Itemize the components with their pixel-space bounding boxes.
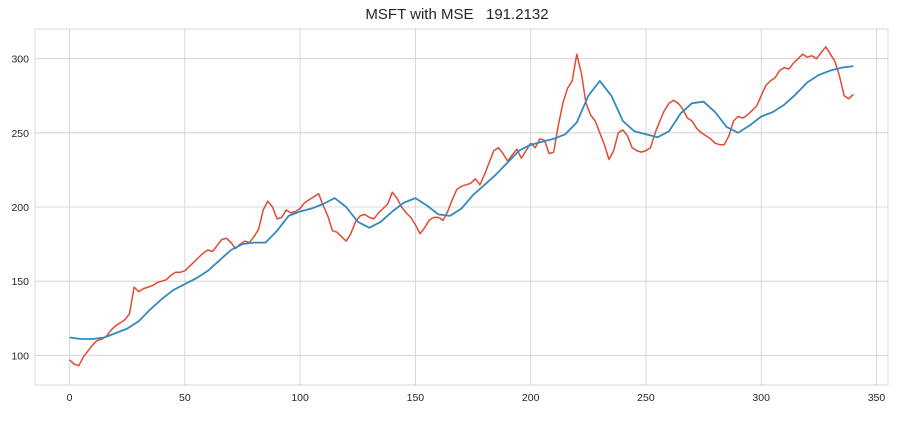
plot-frame (34, 28, 889, 386)
predicted-price-line (69, 65, 854, 340)
y-axis-ticks: 100 150 200 250 300 (11, 54, 29, 363)
y-tick-label: 150 (11, 276, 29, 288)
x-tick-label: 100 (291, 392, 309, 404)
x-tick-label: 0 (67, 392, 73, 404)
y-tick-label: 300 (11, 54, 29, 66)
x-axis-ticks: 0 50 100 150 200 250 300 350 (67, 392, 886, 404)
y-tick-label: 250 (11, 128, 29, 140)
grid (35, 29, 888, 385)
y-tick-label: 100 (11, 350, 29, 362)
series-layer (69, 46, 854, 367)
x-tick-label: 350 (868, 392, 886, 404)
chart-title: MSFT with MSE 191.2132 (365, 6, 548, 23)
x-tick-label: 300 (752, 392, 770, 404)
y-tick-label: 200 (11, 202, 29, 214)
x-tick-label: 150 (407, 392, 425, 404)
x-tick-label: 250 (637, 392, 655, 404)
actual-price-line (69, 46, 854, 367)
x-tick-label: 200 (522, 392, 540, 404)
x-tick-label: 50 (179, 392, 191, 404)
